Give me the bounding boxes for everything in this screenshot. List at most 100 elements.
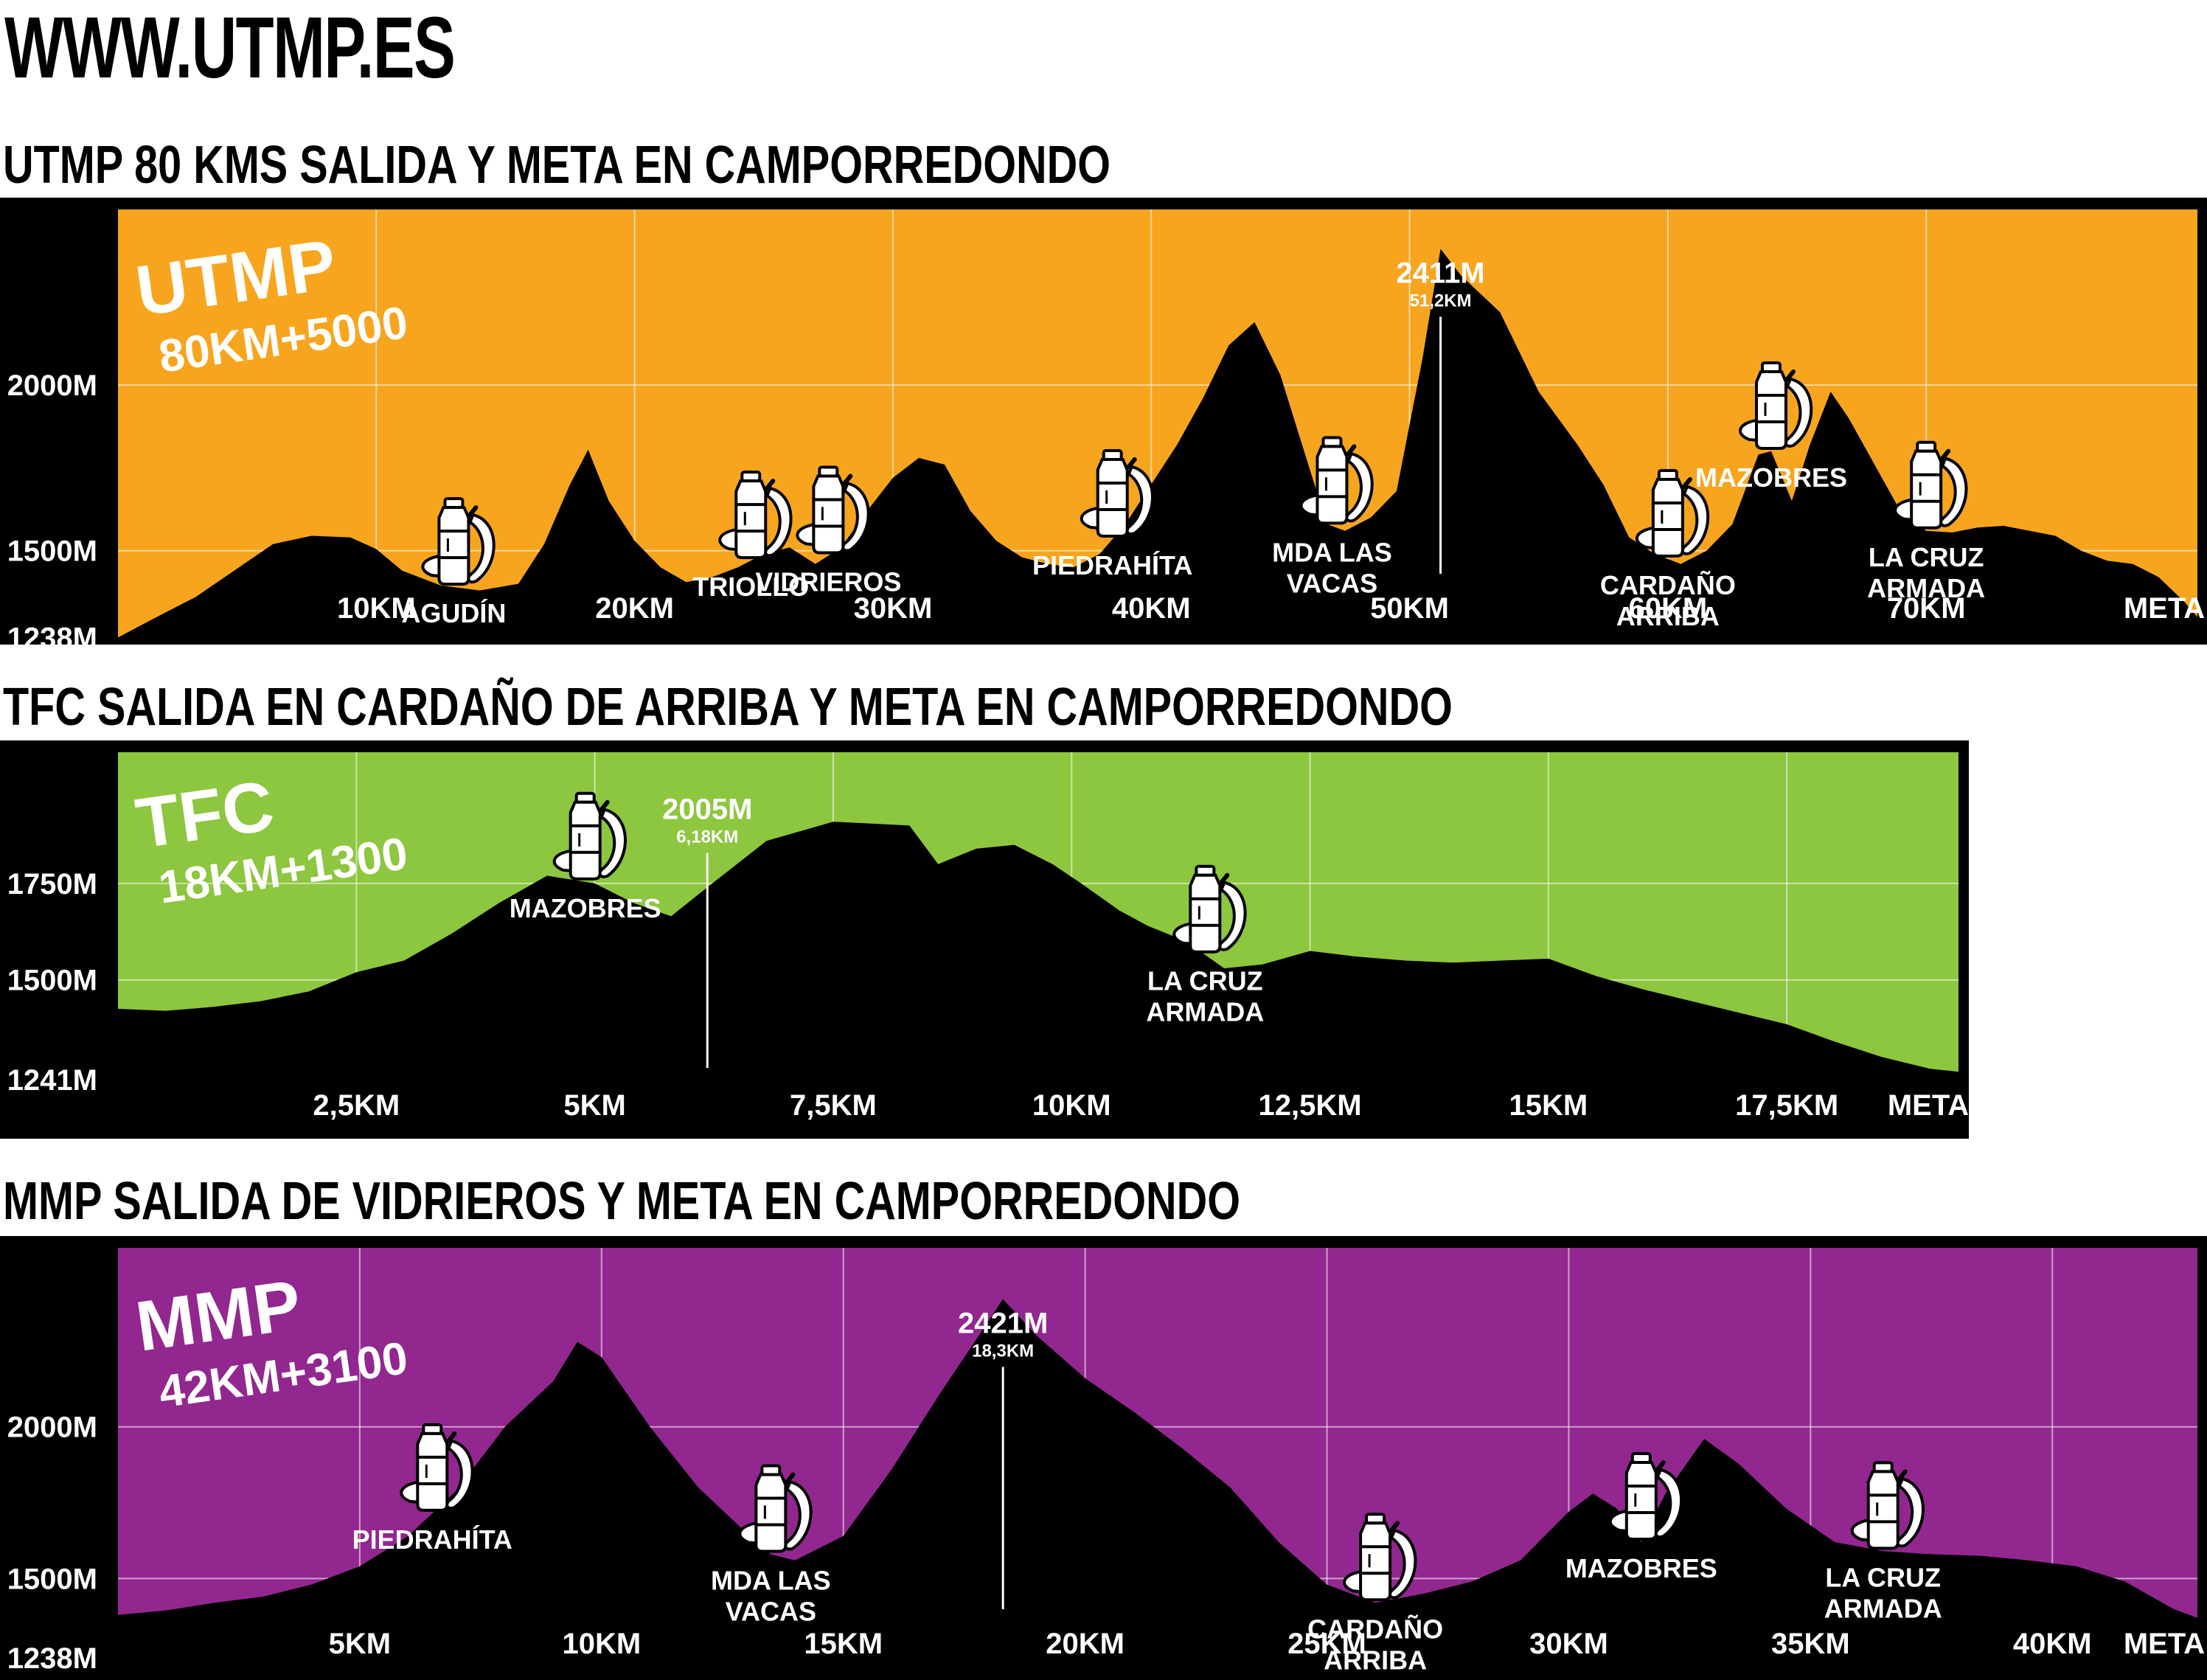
aid-station-label: ARRIBA [1324,1645,1427,1675]
site-title[interactable]: WWW.UTMP.ES [4,0,456,97]
peak-elevation-label: 2421M [958,1308,1048,1340]
peak-elevation-label: 2005M [662,793,752,825]
bottle-banana-icon [796,465,870,555]
utmp-section-title: UTMP 80 KMS SALIDA Y META EN CAMPORREDON… [3,136,1111,195]
y-tick-label: 1238M [7,1642,97,1675]
aid-station-label: VIDRIEROS [755,566,901,597]
x-tick-label: 17,5KM [1735,1089,1838,1122]
peak-distance-label: 6,18KM [676,827,738,847]
aid-station-label: MAZOBRES [1695,462,1847,493]
x-tick-label: 10KM [562,1628,641,1660]
peak-distance-label: 18,3KM [972,1341,1034,1361]
aid-station-label: VACAS [1287,568,1377,598]
bottle-banana-icon [1343,1513,1417,1602]
aid-station-label: TRIOLLO [692,572,809,602]
y-tick-label: 1500M [7,535,97,568]
bottle-banana-icon [1080,448,1154,538]
peak-elevation-label: 2411M [1397,257,1485,289]
x-tick-label: 10KM [337,592,416,625]
elevation-profile [118,1299,2197,1680]
x-tick-label: 40KM [1112,592,1191,625]
bottle-banana-icon [1850,1461,1925,1550]
y-tick-label: 2000M [7,369,97,402]
aid-station-label: VACAS [726,1596,816,1626]
aid-station-mazobres: MAZOBRES [1695,361,1847,493]
y-tick-label: 1238M [7,622,97,645]
y-tick-label: 2000M [7,1412,97,1444]
aid-station-label: PIEDRAHÍTA [1032,550,1192,580]
elevation-profile [118,822,1959,1139]
aid-station-label: LA CRUZ [1147,966,1263,996]
aid-station-label: ARMADA [1824,1593,1942,1623]
aid-station-label: MAZOBRES [1565,1553,1717,1583]
finish-label: META [1888,1089,1969,1122]
bottle-banana-icon [1608,1452,1683,1541]
aid-station-triollo: TRIOLLO [692,471,809,602]
aid-station-label: ARMADA [1867,573,1985,603]
x-tick-label: 25KM [1287,1628,1366,1660]
aid-station-label: MDA LAS [1272,537,1392,567]
y-tick-label: 1500M [7,1563,97,1595]
finish-label: META [2124,1628,2205,1660]
x-tick-label: 5KM [329,1628,391,1660]
aid-station-vidrieros: VIDRIEROS [755,465,901,597]
aid-station-label: LA CRUZ [1869,542,1984,572]
x-tick-label: 5KM [563,1089,625,1122]
y-tick-label: 1500M [7,965,97,997]
x-tick-label: 15KM [1509,1089,1588,1122]
aid-station-piedrahita: PIEDRAHÍTA [1032,448,1192,580]
bottle-banana-icon [1894,440,1968,530]
x-tick-label: 12,5KM [1259,1089,1362,1122]
aid-station-label: CARDAÑO [1600,569,1736,600]
aid-station-label: ARMADA [1146,997,1264,1027]
x-tick-label: 30KM [854,592,933,625]
tfc-section-title: TFC SALIDA EN CARDAÑO DE ARRIBA Y META E… [3,678,1453,737]
bottle-banana-icon [1172,864,1247,954]
bottle-banana-icon [552,791,627,881]
x-tick-label: 7,5KM [790,1089,877,1122]
aid-station-label: MAZOBRES [510,893,661,923]
peak-distance-label: 51,2KM [1410,291,1472,310]
aid-station-mazobres: MAZOBRES [1565,1452,1717,1583]
x-tick-label: 15KM [804,1628,883,1660]
x-tick-label: 35KM [1771,1628,1850,1660]
bottle-banana-icon [1739,361,1813,450]
aid-station-label: MDA LAS [711,1565,831,1595]
x-tick-label: 70KM [1887,592,1966,625]
aid-station-label: CARDAÑO [1307,1613,1443,1644]
x-tick-label: 10KM [1032,1089,1111,1122]
bottle-banana-icon [738,1464,813,1553]
bottle-banana-icon [400,1423,474,1512]
finish-label: META [2124,592,2205,625]
x-tick-label: 40KM [2013,1628,2092,1660]
aid-station-mazobres: MAZOBRES [510,791,661,923]
x-tick-label: 60KM [1629,592,1708,625]
x-tick-label: 30KM [1529,1628,1608,1660]
y-tick-label: 1750M [7,868,97,900]
aid-station-label: AGUDÍN [401,598,506,628]
x-tick-label: 20KM [595,592,674,625]
y-tick-label: 1241M [7,1064,97,1097]
bottle-banana-icon [421,497,496,586]
aid-station-agudin: AGUDÍN [401,497,506,628]
x-tick-label: 2,5KM [313,1089,400,1122]
aid-station-label: PIEDRAHÍTA [352,1524,512,1555]
badge-name: TFC [131,766,279,864]
bottle-banana-icon [718,471,793,560]
x-tick-label: 50KM [1370,592,1449,625]
aid-station-label: LA CRUZ [1825,1562,1941,1592]
aid-station-piedrahita: PIEDRAHÍTA [352,1423,512,1555]
mmp-section-title: MMP SALIDA DE VIDRIEROS Y META EN CAMPOR… [3,1172,1241,1231]
aid-station-label: ARRIBA [1616,601,1720,631]
bottle-banana-icon [1299,436,1374,525]
